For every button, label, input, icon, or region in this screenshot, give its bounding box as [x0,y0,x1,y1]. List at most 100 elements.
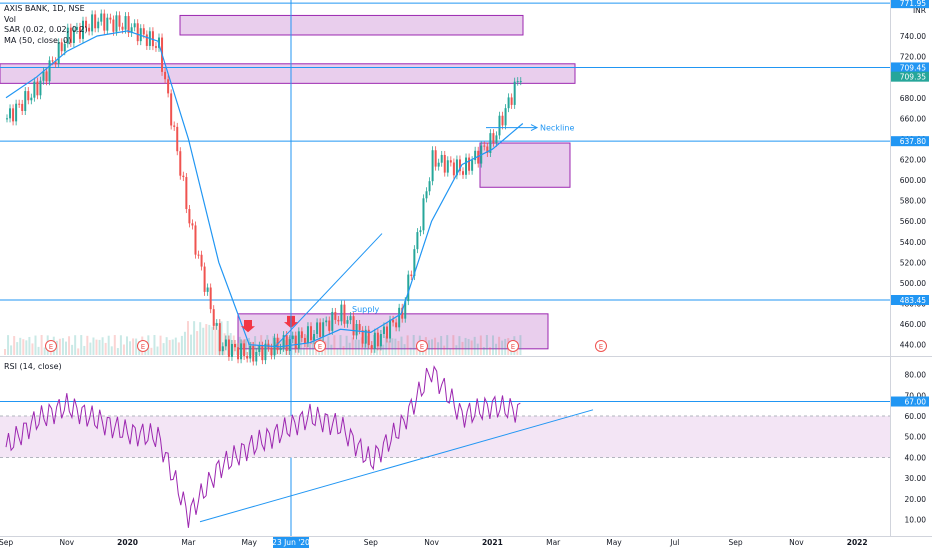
rsi-tick-label: 50.00 [905,433,927,442]
volume-bar [159,335,162,355]
candle-body [218,323,221,352]
candle-body [88,27,91,32]
candle-body [167,79,170,94]
volume-bar [467,339,470,355]
rsi-legend[interactable]: RSI (14, close) [4,362,62,371]
candle-body [434,150,437,167]
volume-bar [461,341,464,355]
candle-body [285,335,288,351]
volume-bar [113,335,116,355]
level-price-tag [891,295,929,306]
price-tick-label: 580.00 [900,197,926,206]
volume-bar [89,342,92,355]
volume-bar [485,335,488,355]
candle-body [173,125,176,127]
candle-body [6,118,8,120]
volume-bar [217,329,220,355]
candle-body [337,319,340,322]
candle-body [121,26,124,30]
candle-body [334,311,337,320]
candle-body [103,13,106,31]
candle-body [395,322,398,328]
rsi-level-label: 67.00 [905,398,927,407]
candle-body [519,81,522,83]
level-price-tag [891,0,929,9]
candle-body [154,46,157,48]
volume-bar [4,349,6,355]
volume-bar [305,335,308,355]
candle-body [364,329,367,344]
candle-body [142,28,145,35]
crosshair-date-label: 23 Jun '20 [272,538,310,547]
candle-body [404,301,407,319]
candle-body [227,339,230,357]
candle-body [507,97,510,109]
candle-body [185,177,188,210]
volume-bar [211,326,214,355]
candle-body [270,347,273,356]
candle-body [376,332,379,347]
candle-body [316,322,319,335]
candle-body [258,345,261,352]
volume-bar [199,322,202,355]
candle-body [246,355,249,359]
candle-body [249,345,252,359]
volume-bar [220,321,223,355]
volume-bar [229,333,232,355]
candle-body [462,171,464,175]
candle-body [57,42,60,64]
candle-body [282,335,285,348]
volume-bar [376,348,379,355]
candle-body [209,287,212,310]
candle-body [106,17,109,31]
candle-body [349,316,352,321]
volume-bar [333,335,336,355]
volume-bar [7,335,10,355]
volume-bar [196,331,199,355]
candle-body [310,326,312,341]
legend-symbol[interactable]: AXIS BANK, 1D, NSE [4,4,85,13]
rsi-line [5,365,521,528]
candle-body [136,23,139,42]
candle-body [176,126,179,152]
volume-bar [354,339,357,355]
candle-body [449,160,452,163]
volume-bar [55,340,58,355]
earnings-marker-label: E [141,343,145,351]
candle-body [82,20,84,39]
price-tick-label: 500.00 [900,279,926,288]
candle-body [379,334,382,347]
legend-sar[interactable]: SAR (0.02, 0.02, 0.2) [4,25,88,34]
volume-bar [71,344,74,355]
volume-bar [440,335,443,355]
time-tick-label: Sep [0,538,13,547]
volume-bar [342,346,345,355]
volume-bar [241,340,244,355]
volume-bar [86,335,89,355]
supply-demand-zone [479,142,571,188]
candle-body [279,347,282,351]
legend-ma[interactable]: MA (50, close, 0) [4,35,72,45]
candle-body [18,103,21,105]
earnings-marker-label: E [511,343,515,351]
volume-bar [98,339,101,355]
candle-body [458,159,461,172]
earnings-marker-label: E [420,343,424,351]
volume-bar [150,347,153,355]
level-price-tag [891,62,929,73]
volume-bar [190,334,193,355]
time-tick-label: 2022 [847,538,868,547]
candle-body [294,335,297,349]
volume-bar [25,340,28,355]
candle-body [124,16,127,30]
earnings-marker-label: E [49,343,53,351]
candle-body [240,343,243,360]
volume-bar [388,341,391,355]
candle-body [118,15,121,27]
legend-vol[interactable]: Vol [4,14,16,24]
price-trendline [274,233,383,348]
candle-body [313,334,316,341]
candle-body [188,209,191,224]
candle-body [352,316,355,336]
